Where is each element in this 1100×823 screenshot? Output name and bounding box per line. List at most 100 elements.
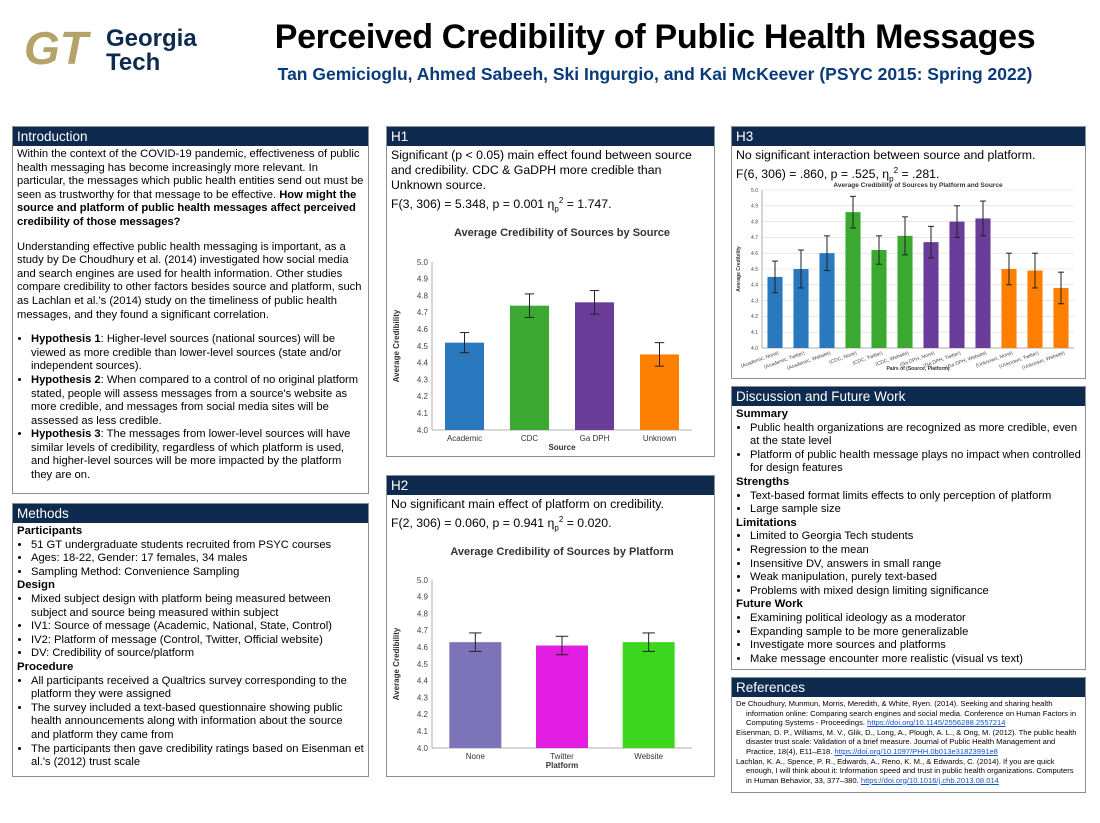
y-tick-label: 4.8 bbox=[751, 219, 758, 225]
chart-bar bbox=[897, 235, 913, 348]
y-tick-label: 4.4 bbox=[417, 359, 429, 368]
logo-text-top: Georgia bbox=[106, 25, 197, 52]
y-tick-label: 4.7 bbox=[751, 235, 758, 241]
reference-item: Eisenman, D. P., Williams, M. V., Glik, … bbox=[736, 727, 1077, 756]
y-axis-label: Average Credibility bbox=[736, 246, 742, 292]
logo-text-bottom: Tech bbox=[106, 49, 160, 76]
list-item: The survey included a text-based questio… bbox=[31, 702, 364, 743]
hypothesis-item: Hypothesis 2: When compared to a control… bbox=[31, 374, 364, 428]
chart-bar bbox=[445, 342, 484, 430]
list-item: Expanding sample to be more generalizabl… bbox=[750, 626, 1081, 640]
y-tick-label: 4.1 bbox=[417, 409, 429, 418]
chart-bar bbox=[575, 302, 614, 430]
y-tick-label: 4.9 bbox=[417, 275, 429, 284]
chart-bar bbox=[622, 642, 675, 748]
chart-bar bbox=[793, 269, 809, 348]
x-axis-label: Pairs of (Source, Platform) bbox=[886, 366, 949, 372]
chart-bar bbox=[449, 642, 502, 748]
participants-title: Participants bbox=[17, 525, 83, 537]
poster-authors: Tan Gemicioglu, Ahmed Sabeeh, Ski Ingurg… bbox=[277, 64, 1033, 84]
source-platform-credibility-chart: Average Credibility of Sources by Platfo… bbox=[736, 182, 1074, 372]
x-tick-label: Ga DPH bbox=[580, 434, 610, 443]
y-tick-label: 4.8 bbox=[417, 291, 429, 300]
summary-title: Summary bbox=[736, 408, 788, 420]
x-axis-label: Source bbox=[548, 443, 576, 452]
list-item: 51 GT undergraduate students recruited f… bbox=[31, 539, 364, 553]
h3-heading: H3 bbox=[732, 127, 1085, 146]
chart-title: Average Credibility of Sources by Source bbox=[454, 227, 670, 239]
reference-link[interactable]: https://doi.org/10.1016/j.chb.2013.08.01… bbox=[860, 775, 999, 785]
y-tick-label: 4.5 bbox=[417, 660, 429, 669]
chart-bar bbox=[845, 212, 861, 348]
h3-panel: H3 No significant interaction between so… bbox=[731, 126, 1086, 379]
hypothesis-list: Hypothesis 1: Higher-level sources (nati… bbox=[17, 333, 364, 483]
list-item: IV1: Source of message (Academic, Nation… bbox=[31, 620, 364, 634]
introduction-heading: Introduction bbox=[13, 127, 368, 146]
x-tick-label: Twitter bbox=[550, 752, 574, 761]
hypothesis-item: Hypothesis 3: The messages from lower-le… bbox=[31, 428, 364, 482]
list-item: Sampling Method: Convenience Sampling bbox=[31, 566, 364, 580]
y-tick-label: 4.2 bbox=[417, 392, 429, 401]
h1-stat: F(3, 306) = 5.348, p = 0.001 ηp2 = 1.747… bbox=[391, 196, 612, 214]
intro-p1-text: Within the context of the COVID-19 pande… bbox=[17, 148, 364, 201]
chart-bar bbox=[923, 242, 939, 348]
y-tick-label: 4.1 bbox=[417, 727, 429, 736]
introduction-panel: Introduction Within the context of the C… bbox=[12, 126, 369, 494]
y-tick-label: 4.9 bbox=[417, 593, 429, 602]
chart-bar bbox=[1027, 270, 1043, 348]
list-item: Text-based format limits effects to only… bbox=[750, 490, 1081, 504]
y-tick-label: 4.3 bbox=[751, 298, 758, 304]
intro-paragraph-2: Understanding effective public health me… bbox=[17, 240, 362, 321]
y-tick-label: 4.8 bbox=[417, 609, 429, 618]
reference-item: Lachlan, K. A., Spence, P. R., Edwards, … bbox=[736, 756, 1074, 785]
chart-bar bbox=[510, 305, 549, 430]
y-tick-label: 4.6 bbox=[417, 643, 429, 652]
y-tick-label: 4.3 bbox=[417, 693, 429, 702]
hypothesis-label: Hypothesis 3 bbox=[31, 428, 101, 441]
y-tick-label: 5.0 bbox=[417, 258, 429, 267]
y-tick-label: 4.0 bbox=[751, 346, 758, 352]
y-tick-label: 4.2 bbox=[417, 710, 429, 719]
x-tick-label: CDC bbox=[521, 434, 539, 443]
x-axis-label: Platform bbox=[546, 761, 578, 770]
hypothesis-label: Hypothesis 2 bbox=[31, 373, 101, 386]
hypothesis-text: : Higher-level sources (national sources… bbox=[31, 333, 342, 373]
hypothesis-item: Hypothesis 1: Higher-level sources (nati… bbox=[31, 333, 364, 374]
y-tick-label: 5.0 bbox=[751, 188, 758, 194]
list-item: Problems with mixed design limiting sign… bbox=[750, 585, 1081, 599]
list-item: Platform of public health message plays … bbox=[750, 449, 1081, 476]
hypothesis-label: Hypothesis 1 bbox=[31, 333, 101, 346]
h2-heading: H2 bbox=[387, 476, 714, 495]
y-tick-label: 4.4 bbox=[751, 283, 758, 289]
y-tick-label: 4.5 bbox=[751, 267, 758, 273]
x-tick-label: Website bbox=[634, 752, 663, 761]
list-item: IV2: Platform of message (Control, Twitt… bbox=[31, 634, 364, 648]
list-item: Make message encounter more realistic (v… bbox=[750, 653, 1081, 667]
y-tick-label: 4.2 bbox=[751, 314, 758, 320]
methods-panel: Methods Participants 51 GT undergraduate… bbox=[12, 503, 369, 777]
chart-bar bbox=[1001, 269, 1017, 348]
discussion-heading: Discussion and Future Work bbox=[732, 387, 1085, 406]
y-tick-label: 5.0 bbox=[417, 576, 429, 585]
list-item: Examining political ideology as a modera… bbox=[750, 612, 1081, 626]
intro-paragraph-1: Within the context of the COVID-19 pande… bbox=[17, 148, 364, 230]
list-item: Ages: 18-22, Gender: 17 females, 34 male… bbox=[31, 552, 364, 566]
y-tick-label: 4.3 bbox=[417, 375, 429, 384]
chart-bar bbox=[949, 221, 965, 348]
references-heading: References bbox=[732, 678, 1085, 697]
h2-stat: F(2, 306) = 0.060, p = 0.941 ηp2 = 0.020… bbox=[391, 515, 612, 533]
list-item: Insensitive DV, answers in small range bbox=[750, 558, 1081, 572]
chart-bar bbox=[819, 253, 835, 348]
list-item: Large sample size bbox=[750, 503, 1081, 517]
h3-result-text: No significant interaction between sourc… bbox=[736, 148, 1036, 162]
poster-title: Perceived Credibility of Public Health M… bbox=[274, 18, 1036, 56]
chart-bar bbox=[871, 250, 887, 348]
chart-bar bbox=[767, 276, 783, 348]
reference-link[interactable]: https://doi.org/10.1145/2556288.2557214 bbox=[867, 718, 1006, 728]
gt-monogram-icon: GT Georgia Tech bbox=[24, 22, 197, 76]
limitations-title: Limitations bbox=[736, 516, 797, 529]
source-credibility-chart: Average Credibility of Sources by Source… bbox=[392, 227, 692, 452]
list-item: The participants then gave credibility r… bbox=[31, 743, 364, 770]
h1-result-text: Significant (p < 0.05) main effect found… bbox=[391, 148, 692, 192]
reference-link[interactable]: https://doi.org/10.1097/PHH.0b013e318239… bbox=[834, 746, 998, 756]
